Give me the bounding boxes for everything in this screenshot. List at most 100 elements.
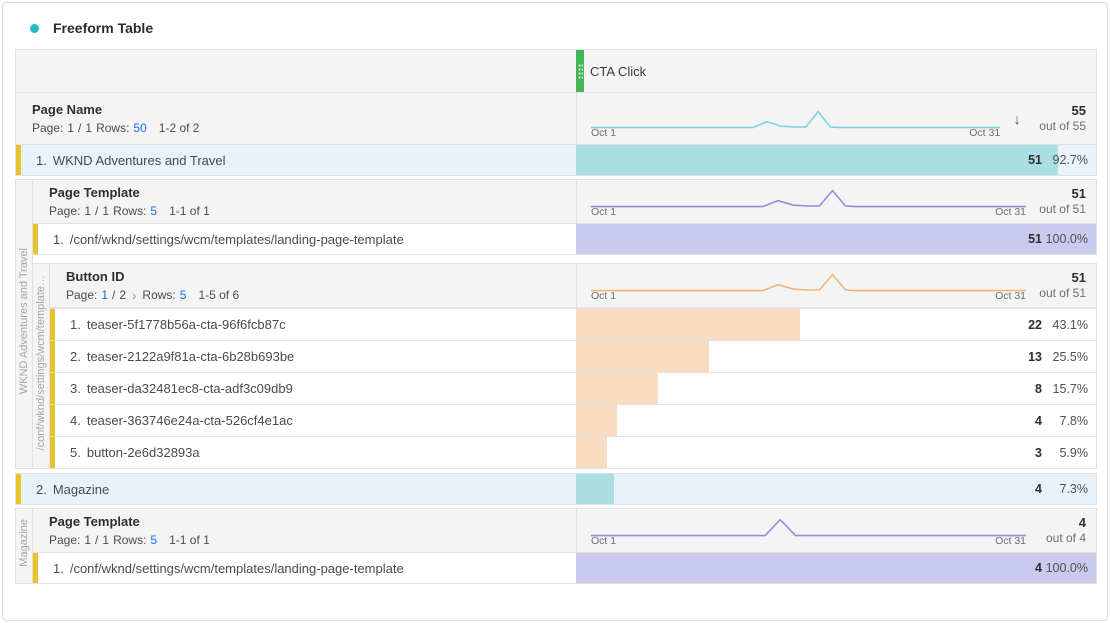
- panel-color-dot-icon: [30, 23, 39, 33]
- trend-sparkline: Oct 1 Oct 31: [577, 264, 1030, 307]
- rows-per-page-link[interactable]: 5: [179, 288, 187, 302]
- metric-percent: 7.8%: [1059, 413, 1089, 428]
- metric-bar: [576, 437, 607, 468]
- column-total: 4 out of 4: [1045, 514, 1086, 546]
- date-end-label: Oct 31: [969, 127, 1001, 139]
- row-accent-bar: [50, 309, 55, 340]
- row-label: button-2e6d32893a: [86, 445, 200, 460]
- rows-per-page-link[interactable]: 50: [133, 121, 147, 135]
- sparkline-chart: [591, 184, 1026, 210]
- sparkline-chart: [591, 513, 1026, 539]
- metric-bar: [576, 474, 614, 504]
- trend-sparkline: Oct 1 Oct 31: [577, 180, 1030, 223]
- metric-percent: 100.0%: [1045, 561, 1088, 575]
- trend-sparkline: Oct 1 Oct 31: [577, 93, 1004, 144]
- breakdown-parent-strip: /conf/wknd/settings/wcm/template…: [32, 263, 50, 469]
- dimension-title: Page Name: [32, 102, 103, 117]
- magazine-breakdown-section: Magazine Page Template Page: 1 / 1 Rows:…: [15, 508, 1097, 584]
- metric-bar: [576, 145, 1059, 175]
- panel-header: Freeform Table: [3, 3, 1107, 49]
- pagination: Page: 1 / 2 › Rows: 5 1-5 of 6: [66, 287, 240, 303]
- metric-bar: [576, 553, 1096, 583]
- pagination: Page: 1 / 1 Rows: 5 1-1 of 1: [49, 204, 210, 218]
- row-label: /conf/wknd/settings/wcm/templates/landin…: [69, 560, 404, 576]
- row-label: Magazine: [52, 481, 110, 497]
- metric-percent: 25.5%: [1052, 349, 1088, 364]
- trend-sparkline: Oct 1 Oct 31: [577, 509, 1030, 552]
- metric-value: 4: [1035, 413, 1042, 428]
- metric-header-row: CTA Click: [15, 49, 1097, 93]
- row-accent-bar: [50, 405, 55, 436]
- metric-bar: [576, 373, 658, 404]
- row-label: teaser-363746e24a-cta-526cf4e1ac: [86, 413, 293, 428]
- table-row-button[interactable]: 1. teaser-5f1778b56a-cta-96f6fcb87c 22 4…: [49, 308, 1097, 341]
- button-id-header-row: Button ID Page: 1 / 2 › Rows: 5 1-5 of: [49, 263, 1097, 308]
- page-template-header-row: Page Template Page: 1 / 1 Rows: 5 1-1 of…: [32, 179, 1097, 224]
- row-label: /conf/wknd/settings/wcm/templates/landin…: [69, 231, 404, 247]
- template-breakdown-section: /conf/wknd/settings/wcm/template… Button…: [32, 263, 1097, 469]
- column-total: 55 out of 55: [1039, 102, 1086, 134]
- column-drag-handle-icon[interactable]: [576, 50, 584, 92]
- panel-title: Freeform Table: [53, 20, 154, 36]
- metric-value: 51: [1028, 232, 1042, 246]
- metric-value: 13: [1028, 349, 1042, 364]
- row-label: teaser-da32481ec8-cta-adf3c09db9: [86, 381, 293, 396]
- page-template-header-row: Page Template Page: 1 / 1 Rows: 5 1-1 of…: [32, 508, 1097, 553]
- row-accent-bar: [50, 341, 55, 372]
- row-accent-bar: [33, 553, 38, 583]
- wknd-breakdown-section: WKND Adventures and Travel Page Template…: [15, 179, 1097, 469]
- page-current-link[interactable]: 1: [101, 288, 109, 302]
- freeform-table: CTA Click Page Name Page: 1 / 1 Rows: 50…: [15, 49, 1097, 584]
- rows-per-page-link[interactable]: 5: [150, 533, 158, 547]
- breakdown-parent-label: Magazine: [18, 519, 30, 567]
- pagination: Page: 1 / 1 Rows: 50 1-2 of 2: [32, 121, 200, 135]
- pagination: Page: 1 / 1 Rows: 5 1-1 of 1: [49, 533, 210, 547]
- table-row-template[interactable]: 1. /conf/wknd/settings/wcm/templates/lan…: [32, 552, 1097, 584]
- table-row-page-wknd[interactable]: 1. WKND Adventures and Travel 51 92.7%: [15, 144, 1097, 176]
- row-label: WKND Adventures and Travel: [52, 152, 226, 168]
- metric-percent: 43.1%: [1052, 317, 1088, 332]
- table-row-button[interactable]: 5. button-2e6d32893a 3 5.9%: [49, 436, 1097, 469]
- metric-percent: 15.7%: [1052, 381, 1088, 396]
- metric-bar: [576, 309, 801, 340]
- metric-value: 51: [1028, 153, 1042, 167]
- metric-percent: 5.9%: [1059, 445, 1089, 460]
- metric-bar: [576, 341, 709, 372]
- table-row-button[interactable]: 3. teaser-da32481ec8-cta-adf3c09db9 8 15…: [49, 372, 1097, 405]
- metric-value: 4: [1035, 561, 1042, 575]
- table-row-button[interactable]: 2. teaser-2122a9f81a-cta-6b28b693be 13 2…: [49, 340, 1097, 373]
- next-page-chevron-icon[interactable]: ›: [132, 287, 137, 303]
- row-label: teaser-2122a9f81a-cta-6b28b693be: [86, 349, 295, 364]
- metric-header-cell[interactable]: CTA Click: [576, 50, 1096, 92]
- page-total: 1: [85, 121, 93, 135]
- table-row-template[interactable]: 1. /conf/wknd/settings/wcm/templates/lan…: [32, 223, 1097, 255]
- sort-descending-icon[interactable]: ↓: [1013, 110, 1021, 127]
- metric-bar: [576, 405, 617, 436]
- metric-value: 8: [1035, 381, 1042, 396]
- metric-percent: 100.0%: [1045, 232, 1088, 246]
- page-name-header-row: Page Name Page: 1 / 1 Rows: 50 1-2 of 2: [15, 92, 1097, 145]
- row-accent-bar: [50, 373, 55, 404]
- breakdown-parent-strip: WKND Adventures and Travel: [15, 179, 33, 469]
- sparkline-chart: [591, 105, 1000, 131]
- page-current: 1: [67, 121, 75, 135]
- row-accent-bar: [50, 437, 55, 468]
- button-id-rows: 1. teaser-5f1778b56a-cta-96f6fcb87c 22 4…: [49, 308, 1097, 469]
- row-label: teaser-5f1778b56a-cta-96f6fcb87c: [86, 317, 286, 332]
- metric-value: 4: [1035, 482, 1042, 496]
- metric-percent: 92.7%: [1052, 153, 1088, 167]
- metric-value: 22: [1028, 317, 1042, 332]
- row-accent-bar: [16, 474, 21, 504]
- row-range: 1-2 of 2: [158, 121, 200, 135]
- metric-bar: [576, 224, 1096, 254]
- rows-per-page-link[interactable]: 5: [150, 204, 158, 218]
- metric-percent: 7.3%: [1059, 482, 1089, 496]
- table-row-page-magazine[interactable]: 2. Magazine 4 7.3%: [15, 473, 1097, 505]
- table-row-button[interactable]: 4. teaser-363746e24a-cta-526cf4e1ac 4 7.…: [49, 404, 1097, 437]
- column-total: 51 out of 51: [1039, 269, 1086, 301]
- row-accent-bar: [16, 145, 21, 175]
- row-accent-bar: [33, 224, 38, 254]
- metric-name[interactable]: CTA Click: [590, 63, 647, 79]
- metric-header-empty-cell: [16, 50, 576, 92]
